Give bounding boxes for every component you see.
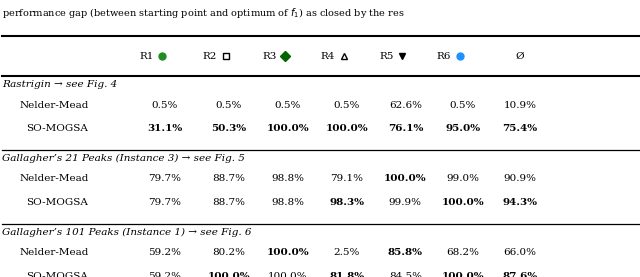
Text: 59.2%: 59.2%: [148, 272, 182, 277]
Text: 59.2%: 59.2%: [148, 248, 182, 257]
Text: 0.5%: 0.5%: [333, 101, 360, 109]
Text: 88.7%: 88.7%: [212, 174, 245, 183]
Text: Ø: Ø: [516, 52, 524, 61]
Text: 76.1%: 76.1%: [388, 124, 423, 133]
Text: 75.4%: 75.4%: [502, 124, 538, 133]
Text: Rastrigin → see Fig. 4: Rastrigin → see Fig. 4: [3, 80, 118, 89]
Text: 98.8%: 98.8%: [271, 198, 305, 207]
Text: 100.0%: 100.0%: [325, 124, 368, 133]
Text: 87.6%: 87.6%: [502, 272, 538, 277]
Text: Nelder-Mead: Nelder-Mead: [19, 174, 88, 183]
Text: 88.7%: 88.7%: [212, 198, 245, 207]
Text: 66.0%: 66.0%: [504, 248, 536, 257]
Text: SO-MOGSA: SO-MOGSA: [27, 272, 88, 277]
Text: 100.0%: 100.0%: [207, 272, 250, 277]
Text: Nelder-Mead: Nelder-Mead: [19, 248, 88, 257]
Text: 100.0%: 100.0%: [442, 198, 484, 207]
Text: 79.1%: 79.1%: [330, 174, 364, 183]
Text: 0.5%: 0.5%: [216, 101, 242, 109]
Text: 50.3%: 50.3%: [211, 124, 246, 133]
Text: Gallagher’s 21 Peaks (Instance 3) → see Fig. 5: Gallagher’s 21 Peaks (Instance 3) → see …: [3, 154, 245, 163]
Text: 94.3%: 94.3%: [502, 198, 538, 207]
Text: R4: R4: [321, 52, 335, 61]
Text: 90.9%: 90.9%: [504, 174, 536, 183]
Text: Nelder-Mead: Nelder-Mead: [19, 101, 88, 109]
Text: 0.5%: 0.5%: [275, 101, 301, 109]
Text: 81.8%: 81.8%: [329, 272, 364, 277]
Text: 62.6%: 62.6%: [389, 101, 422, 109]
Text: 100.0%: 100.0%: [442, 272, 484, 277]
Text: 95.0%: 95.0%: [445, 124, 480, 133]
Text: R5: R5: [380, 52, 394, 61]
Text: 79.7%: 79.7%: [148, 174, 182, 183]
Text: 84.5%: 84.5%: [389, 272, 422, 277]
Text: Gallagher’s 101 Peaks (Instance 1) → see Fig. 6: Gallagher’s 101 Peaks (Instance 1) → see…: [3, 228, 252, 237]
Text: 10.9%: 10.9%: [504, 101, 536, 109]
Text: 31.1%: 31.1%: [147, 124, 182, 133]
Text: 100.0%: 100.0%: [384, 174, 427, 183]
Text: 68.2%: 68.2%: [446, 248, 479, 257]
Text: SO-MOGSA: SO-MOGSA: [27, 198, 88, 207]
Text: 85.8%: 85.8%: [388, 248, 423, 257]
Text: 80.2%: 80.2%: [212, 248, 245, 257]
Text: 98.3%: 98.3%: [329, 198, 364, 207]
Text: performance gap (between starting point and optimum of $f_1$) as closed by the r: performance gap (between starting point …: [3, 6, 405, 20]
Text: 98.8%: 98.8%: [271, 174, 305, 183]
Text: R2: R2: [203, 52, 218, 61]
Text: R3: R3: [262, 52, 276, 61]
Text: 100.0%: 100.0%: [267, 248, 309, 257]
Text: R1: R1: [139, 52, 154, 61]
Text: SO-MOGSA: SO-MOGSA: [27, 124, 88, 133]
Text: 99.0%: 99.0%: [446, 174, 479, 183]
Text: 99.9%: 99.9%: [389, 198, 422, 207]
Text: 100.0%: 100.0%: [268, 272, 308, 277]
Text: 2.5%: 2.5%: [333, 248, 360, 257]
Text: 79.7%: 79.7%: [148, 198, 182, 207]
Text: 0.5%: 0.5%: [152, 101, 178, 109]
Text: R6: R6: [437, 52, 451, 61]
Text: 0.5%: 0.5%: [449, 101, 476, 109]
Text: 100.0%: 100.0%: [267, 124, 309, 133]
